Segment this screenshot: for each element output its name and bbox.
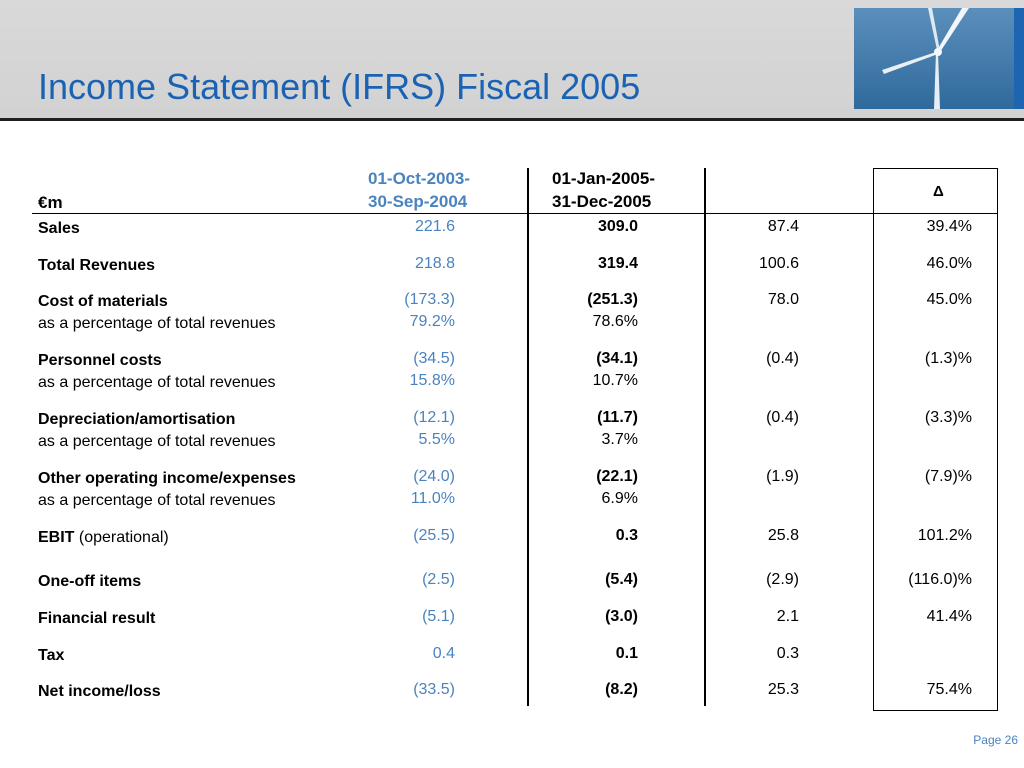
row-label-depreciation: Depreciation/amortisation [38,411,236,428]
page-number: Page 26 [973,733,1018,747]
personnel-costs-period2: (34.1) [596,350,638,367]
one-off-period2: (5.4) [605,571,638,588]
cost-of-materials-pct-period2: 78.6% [592,313,638,330]
other-operating-period2: (22.1) [596,468,638,485]
personnel-costs-pct-label: as a percentage of total revenues [38,374,276,391]
sales-period2: 309.0 [597,218,638,235]
header-rule [0,118,1024,121]
depreciation-change: (0.4) [766,409,799,426]
row-label-personnel-costs: Personnel costs [38,352,162,369]
row-label-ebit: EBIT (operational) [38,528,169,548]
other-operating-pct-label: as a percentage of total revenues [38,492,276,509]
ebit-change-pct: 101.2% [917,527,972,544]
delta-box-right [997,168,998,711]
delta-box-left [873,168,874,711]
delta-box-top [873,168,998,169]
one-off-change-pct: (116.0)% [908,571,972,588]
period2-header-end: 31-Dec-2005 [552,192,652,211]
tax-period1: 0.4 [432,645,455,662]
other-operating-pct-period1: 11.0% [410,490,455,507]
depreciation-change-pct: (3.3)% [924,409,972,426]
header-band [0,0,1024,118]
unit-label: €m [38,193,63,212]
personnel-costs-change-pct: (1.3)% [924,350,972,367]
other-operating-change-pct: (7.9)% [924,468,972,485]
ebit-period1: (25.5) [413,527,455,544]
ebit-change: 25.8 [767,527,799,544]
depreciation-pct-period1: 5.5% [418,431,455,448]
cost-of-materials-change-pct: 45.0% [926,291,972,308]
net-income-change-pct: 75.4% [926,681,972,698]
total-revenues-period2: 319.4 [597,255,638,272]
depreciation-period1: (12.1) [413,409,455,426]
header-underline [32,213,998,214]
net-income-period1: (33.5) [413,681,455,698]
delta-header: Δ [933,183,944,200]
page-title: Income Statement (IFRS) Fiscal 2005 [38,66,641,107]
financial-result-change-pct: 41.4% [926,608,972,625]
ebit-label: EBIT [38,529,75,546]
other-operating-pct-period2: 6.9% [601,490,638,507]
one-off-change: (2.9) [766,571,799,588]
personnel-costs-change: (0.4) [766,350,799,367]
sales-period1: 221.6 [414,218,455,235]
row-label-sales: Sales [38,220,80,237]
delta-box-bottom [873,710,998,711]
financial-result-period1: (5.1) [422,608,455,625]
other-operating-period1: (24.0) [413,468,455,485]
ebit-period2: 0.3 [615,527,638,544]
tax-change: 0.3 [776,645,799,662]
row-label-net-income: Net income/loss [38,683,161,700]
financial-result-period2: (3.0) [605,608,638,625]
total-revenues-period1: 218.8 [414,255,455,272]
depreciation-period2: (11.7) [597,409,638,426]
other-operating-change: (1.9) [766,468,799,485]
total-revenues-change: 100.6 [758,255,799,272]
period2-header-start: 01-Jan-2005- [552,169,656,188]
depreciation-pct-period2: 3.7% [601,431,638,448]
row-label-tax: Tax [38,647,65,664]
column-divider [527,168,529,706]
ebit-label-suffix: (operational) [74,529,169,546]
one-off-period1: (2.5) [422,571,455,588]
sales-change-pct: 39.4% [926,218,972,235]
period1-header-start: 01-Oct-2003- [368,169,471,188]
cost-of-materials-period2: (251.3) [587,291,638,308]
column-divider [704,168,706,706]
personnel-costs-pct-period1: 15.8% [409,372,455,389]
row-label-total-revenues: Total Revenues [38,257,156,274]
net-income-period2: (8.2) [605,681,638,698]
net-income-change: 25.3 [767,681,799,698]
row-label-financial-result: Financial result [38,610,156,627]
accent-bar [1014,8,1024,109]
wind-turbine-image [854,8,1014,109]
tax-period2: 0.1 [615,645,638,662]
row-label-one-off-items: One-off items [38,573,142,590]
total-revenues-change-pct: 46.0% [926,255,972,272]
cost-of-materials-pct-period1: 79.2% [409,313,455,330]
cost-of-materials-pct-label: as a percentage of total revenues [38,315,276,332]
depreciation-pct-label: as a percentage of total revenues [38,433,276,450]
cost-of-materials-change: 78.0 [767,291,799,308]
period1-header-end: 30-Sep-2004 [368,192,468,211]
row-label-other-operating: Other operating income/expenses [38,470,296,487]
cost-of-materials-period1: (173.3) [404,291,455,308]
personnel-costs-pct-period2: 10.7% [592,372,638,389]
row-label-cost-of-materials: Cost of materials [38,293,168,310]
sales-change: 87.4 [767,218,799,235]
financial-result-change: 2.1 [776,608,799,625]
personnel-costs-period1: (34.5) [413,350,455,367]
